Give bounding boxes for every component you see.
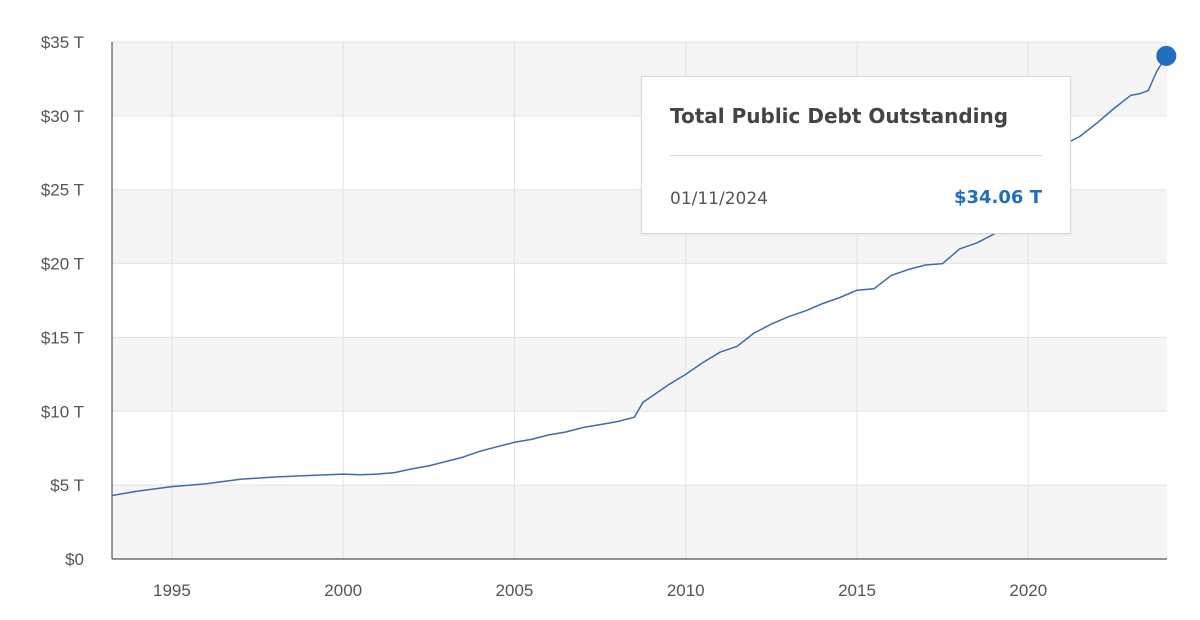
- y-tick-label: $25 T: [41, 181, 84, 200]
- highlight-point[interactable]: [1156, 45, 1177, 66]
- x-tick-label: 2000: [324, 581, 362, 600]
- y-tick-label: $30 T: [41, 107, 84, 126]
- tooltip-divider: [670, 155, 1042, 156]
- tooltip: Total Public Debt Outstanding 01/11/2024…: [641, 76, 1071, 234]
- x-tick-label: 2015: [838, 581, 876, 600]
- y-tick-label: $5 T: [50, 476, 84, 495]
- y-tick-label: $20 T: [41, 255, 84, 274]
- x-tick-label: 2020: [1009, 581, 1047, 600]
- y-tick-label: $35 T: [41, 33, 84, 52]
- band-10-15: [112, 337, 1167, 412]
- x-tick-labels: 1995 2000 2005 2010 2015 2020: [153, 581, 1047, 600]
- axes: [111, 42, 1167, 560]
- y-tick-label: $0: [65, 550, 84, 569]
- y-tick-labels: $0 $5 T $10 T $15 T $20 T $25 T $30 T $35 T: [41, 33, 84, 569]
- x-tick-label: 1995: [153, 581, 191, 600]
- tooltip-title: Total Public Debt Outstanding: [670, 104, 1009, 128]
- y-tick-label: $15 T: [41, 328, 84, 347]
- x-tick-label: 2010: [667, 581, 705, 600]
- tooltip-date: 01/11/2024: [670, 189, 768, 209]
- y-tick-label: $10 T: [41, 402, 84, 421]
- x-tick-label: 2005: [496, 581, 534, 600]
- grid-lines: [112, 41, 1167, 559]
- band-0-5: [112, 485, 1167, 559]
- tooltip-value: $34.06 T: [953, 187, 1042, 208]
